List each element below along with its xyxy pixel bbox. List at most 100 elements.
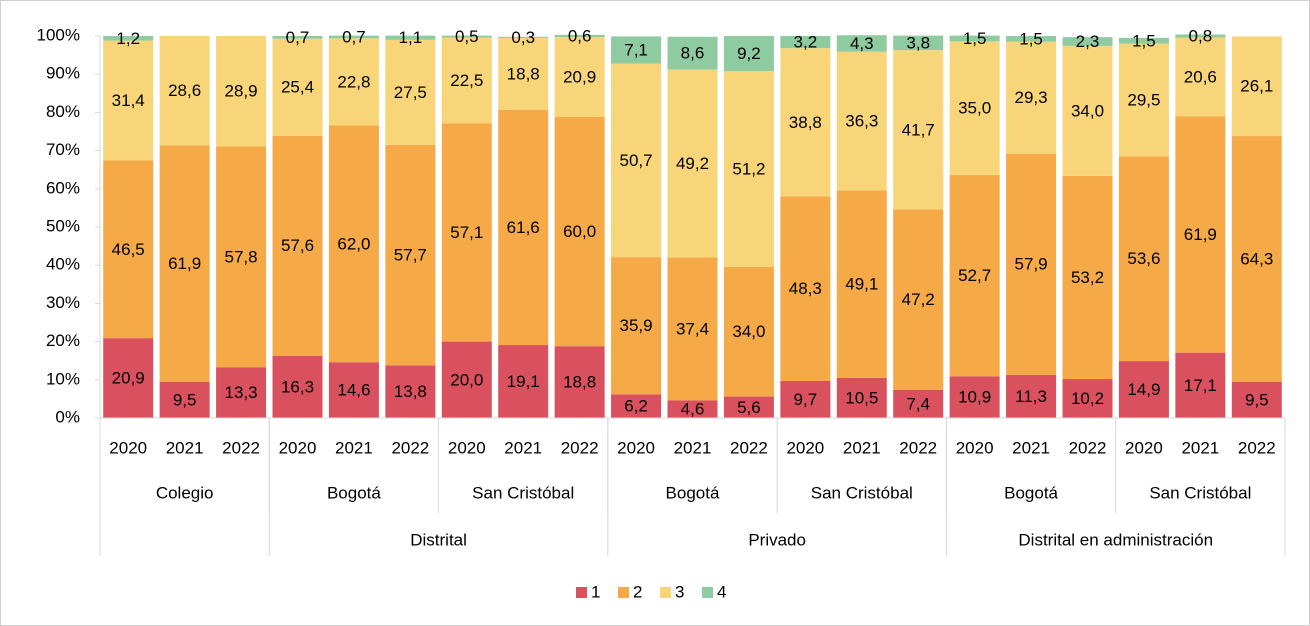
data-label: 53,6 bbox=[1127, 249, 1160, 268]
data-label: 20,9 bbox=[112, 369, 145, 388]
x-tick-label: 2021 bbox=[674, 438, 712, 457]
subgroup-label: San Cristóbal bbox=[1149, 483, 1251, 502]
bar-segment bbox=[441, 35, 492, 38]
data-label: 28,9 bbox=[225, 82, 258, 101]
bar-segment bbox=[216, 36, 267, 147]
y-tick-label: 70% bbox=[46, 140, 80, 159]
bar-segment bbox=[498, 36, 549, 38]
y-tick-label: 20% bbox=[46, 331, 80, 350]
data-label: 57,9 bbox=[1015, 255, 1048, 274]
x-tick-label: 2022 bbox=[391, 438, 429, 457]
bar-segment bbox=[723, 266, 774, 397]
bar-segment bbox=[216, 146, 267, 368]
data-label: 14,6 bbox=[337, 381, 370, 400]
data-label: 50,7 bbox=[620, 151, 653, 170]
bar-segment bbox=[554, 37, 605, 117]
data-label: 18,8 bbox=[563, 373, 596, 392]
subgroup-label: Bogotá bbox=[327, 483, 381, 502]
bar-segment bbox=[1062, 37, 1113, 46]
x-tick-label: 2021 bbox=[166, 438, 204, 457]
bar-segment bbox=[611, 257, 662, 395]
group-label: Privado bbox=[748, 530, 806, 549]
y-tick-label: 40% bbox=[46, 255, 80, 274]
data-label: 8,6 bbox=[681, 44, 705, 63]
bar-segment bbox=[893, 389, 944, 418]
bar-segment bbox=[498, 345, 549, 418]
bar-segment bbox=[836, 51, 887, 191]
x-tick-label: 2021 bbox=[504, 438, 542, 457]
bar-segment bbox=[949, 376, 1000, 418]
bar-segment bbox=[723, 71, 774, 267]
legend-swatch bbox=[660, 587, 671, 598]
data-label: 10,9 bbox=[958, 388, 991, 407]
bar-segment bbox=[667, 257, 718, 401]
bar-segment bbox=[949, 41, 1000, 176]
data-label: 34,0 bbox=[1071, 101, 1104, 120]
bar-segment bbox=[554, 116, 605, 347]
data-label: 0,3 bbox=[511, 28, 535, 47]
x-tick-label: 2020 bbox=[956, 438, 994, 457]
bar-segment bbox=[1175, 37, 1226, 117]
bar-segment bbox=[1175, 116, 1226, 353]
bar-segment bbox=[498, 37, 549, 110]
bar-segment bbox=[385, 35, 436, 40]
x-tick-label: 2022 bbox=[561, 438, 599, 457]
data-label: 19,1 bbox=[507, 372, 540, 391]
bar-segment bbox=[611, 36, 662, 64]
bar-segment bbox=[1118, 361, 1169, 418]
bar-segment bbox=[1231, 136, 1282, 382]
data-label: 61,9 bbox=[168, 254, 201, 273]
data-label: 6,2 bbox=[624, 397, 648, 416]
data-label: 10,2 bbox=[1071, 389, 1104, 408]
bar-segment bbox=[1062, 379, 1113, 418]
bar-segment bbox=[272, 36, 323, 39]
bar-segment bbox=[159, 36, 210, 146]
data-label: 1,5 bbox=[963, 29, 987, 48]
y-tick-label: 30% bbox=[46, 293, 80, 312]
bar-segment bbox=[836, 377, 887, 418]
data-label: 16,3 bbox=[281, 377, 314, 396]
bar-segment bbox=[441, 341, 492, 418]
data-label: 5,6 bbox=[737, 398, 761, 417]
data-label: 29,3 bbox=[1015, 88, 1048, 107]
bar-segment bbox=[893, 35, 944, 51]
data-label: 9,5 bbox=[173, 390, 197, 409]
data-label: 37,4 bbox=[676, 319, 709, 338]
bar-segment bbox=[272, 38, 323, 136]
y-tick-label: 80% bbox=[46, 102, 80, 121]
bar-segment bbox=[328, 125, 379, 363]
bar-segment bbox=[1006, 153, 1057, 375]
y-tick-label: 0% bbox=[55, 407, 80, 426]
bar-segment bbox=[103, 40, 154, 161]
bar-segment bbox=[1118, 37, 1169, 44]
data-label: 0,5 bbox=[455, 27, 479, 46]
data-label: 62,0 bbox=[337, 234, 370, 253]
data-label: 26,1 bbox=[1240, 77, 1273, 96]
x-tick-label: 2020 bbox=[448, 438, 486, 457]
bar-segment bbox=[441, 37, 492, 124]
data-label: 2,3 bbox=[1076, 32, 1100, 51]
data-label: 22,8 bbox=[337, 72, 370, 91]
bar-segment bbox=[949, 175, 1000, 377]
bar-segment bbox=[893, 209, 944, 390]
group-label: Distrital bbox=[410, 530, 467, 549]
bar-segment bbox=[893, 50, 944, 210]
legend-label: 2 bbox=[633, 582, 642, 601]
data-label: 49,2 bbox=[676, 154, 709, 173]
bar-segment bbox=[498, 109, 549, 346]
data-label: 0,7 bbox=[286, 28, 310, 47]
bar-segment bbox=[385, 39, 436, 145]
bar-segment bbox=[554, 34, 605, 38]
data-label: 1,5 bbox=[1019, 29, 1043, 48]
data-label: 61,6 bbox=[507, 218, 540, 237]
data-label: 17,1 bbox=[1184, 376, 1217, 395]
data-label: 57,6 bbox=[281, 236, 314, 255]
data-label: 25,4 bbox=[281, 78, 314, 97]
bar-segment bbox=[1006, 36, 1057, 42]
data-label: 20,6 bbox=[1184, 67, 1217, 86]
data-label: 28,6 bbox=[168, 81, 201, 100]
data-label: 4,6 bbox=[681, 400, 705, 419]
data-label: 14,9 bbox=[1127, 380, 1160, 399]
bar-segment bbox=[385, 144, 436, 366]
data-label: 13,8 bbox=[394, 382, 427, 401]
